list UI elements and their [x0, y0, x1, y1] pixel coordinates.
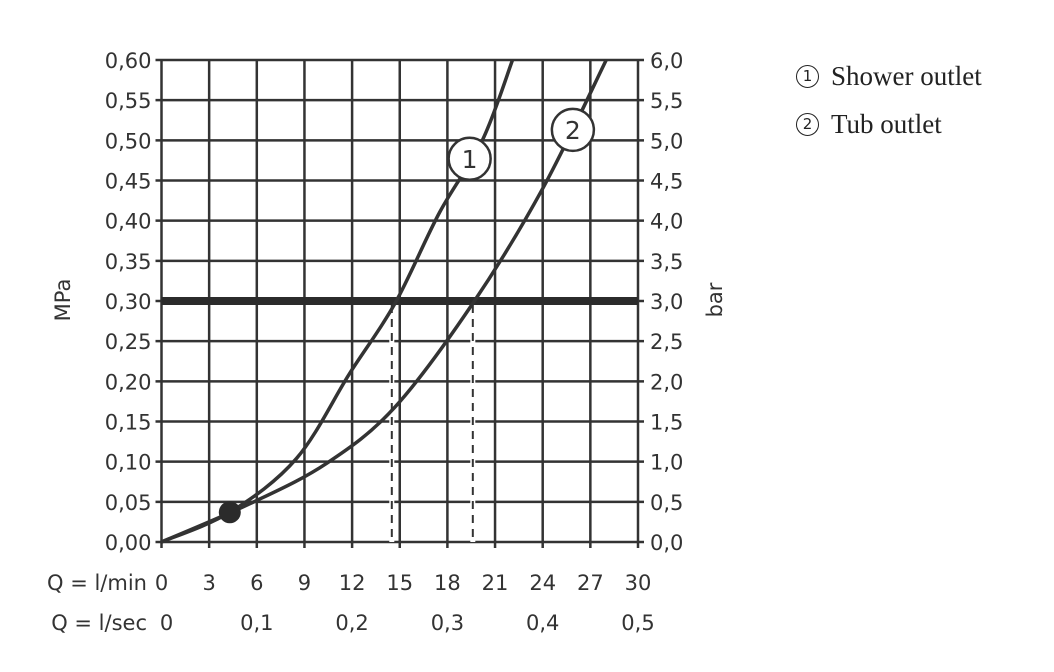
y-tick-label-bar: 5,5 — [650, 89, 683, 113]
curve-marker-label: 2 — [565, 116, 581, 145]
y-tick-label-bar: 6,0 — [650, 49, 683, 73]
legend-label: Tub outlet — [831, 108, 942, 139]
x-tick-label-lsec: 0 — [160, 611, 173, 635]
y-tick-label-mpa: 0,35 — [105, 250, 152, 274]
y-tick-label-mpa: 0,25 — [105, 330, 152, 354]
x-tick-label-lmin: 6 — [250, 571, 263, 595]
legend-label: Shower outlet — [831, 60, 982, 91]
x-tick-label-lmin: 3 — [202, 571, 215, 595]
y-tick-label-bar: 1,5 — [650, 411, 683, 435]
x-tick-label-lmin: 21 — [482, 571, 509, 595]
y-tick-label-bar: 0,5 — [650, 491, 683, 515]
y-tick-label-bar: 3,5 — [650, 250, 683, 274]
y-tick-label-mpa: 0,10 — [105, 451, 152, 475]
y-tick-label-mpa: 0,05 — [105, 491, 152, 515]
y-tick-label-mpa: 0,50 — [105, 129, 152, 153]
y-tick-label-mpa: 0,20 — [105, 370, 152, 394]
x-tick-label-lsec: 0,1 — [240, 611, 273, 635]
x-tick-label-lsec: 0,3 — [431, 611, 464, 635]
x-tick-label-lmin: 30 — [625, 571, 652, 595]
x-tick-label-lmin: 18 — [434, 571, 461, 595]
y-tick-label-bar: 3,0 — [650, 290, 683, 314]
y-tick-label-bar: 2,5 — [650, 330, 683, 354]
x-tick-label-lmin: 15 — [386, 571, 413, 595]
x-tick-label-lmin: 12 — [339, 571, 366, 595]
legend-marker: 1 — [796, 64, 819, 88]
legend: 1 Shower outlet 2 Tub outlet — [796, 52, 982, 148]
x-tick-label-lmin: 24 — [529, 571, 556, 595]
y-axis-title-right: bar — [703, 282, 727, 317]
y-tick-label-mpa: 0,00 — [105, 531, 152, 555]
x-tick-label-lmin: 9 — [298, 571, 311, 595]
x-axis-title-lsec: Q = l/sec — [51, 611, 147, 635]
y-tick-label-bar: 2,0 — [650, 370, 683, 394]
curve-marker-circle — [550, 107, 596, 153]
x-tick-label-lsec: 0,4 — [526, 611, 559, 635]
y-tick-label-mpa: 0,60 — [105, 49, 152, 73]
y-axis-title-left: MPa — [51, 279, 75, 322]
y-tick-label-bar: 1,0 — [650, 451, 683, 475]
legend-marker: 2 — [796, 112, 819, 136]
y-tick-label-bar: 0,0 — [650, 531, 683, 555]
y-tick-label-bar: 5,0 — [650, 129, 683, 153]
y-tick-label-mpa: 0,45 — [105, 170, 152, 194]
y-tick-label-mpa: 0,40 — [105, 210, 152, 234]
y-tick-label-mpa: 0,30 — [105, 290, 152, 314]
legend-item-tub: 2 Tub outlet — [796, 100, 982, 148]
curve-marker-label: 1 — [462, 145, 478, 174]
x-tick-label-lsec: 0,2 — [335, 611, 368, 635]
x-tick-label-lmin: 27 — [577, 571, 604, 595]
y-tick-label-mpa: 0,55 — [105, 89, 152, 113]
x-tick-label-lmin: 0 — [155, 571, 168, 595]
series-curve-2 — [160, 59, 608, 544]
y-tick-label-mpa: 0,15 — [105, 411, 152, 435]
y-tick-label-bar: 4,5 — [650, 170, 683, 194]
x-tick-label-lsec: 0,5 — [621, 611, 654, 635]
legend-item-shower: 1 Shower outlet — [796, 52, 982, 100]
y-tick-label-bar: 4,0 — [650, 210, 683, 234]
curve-marker-circle — [447, 136, 492, 182]
x-axis-title-lmin: Q = l/min — [47, 571, 147, 595]
marker-point — [218, 501, 241, 524]
